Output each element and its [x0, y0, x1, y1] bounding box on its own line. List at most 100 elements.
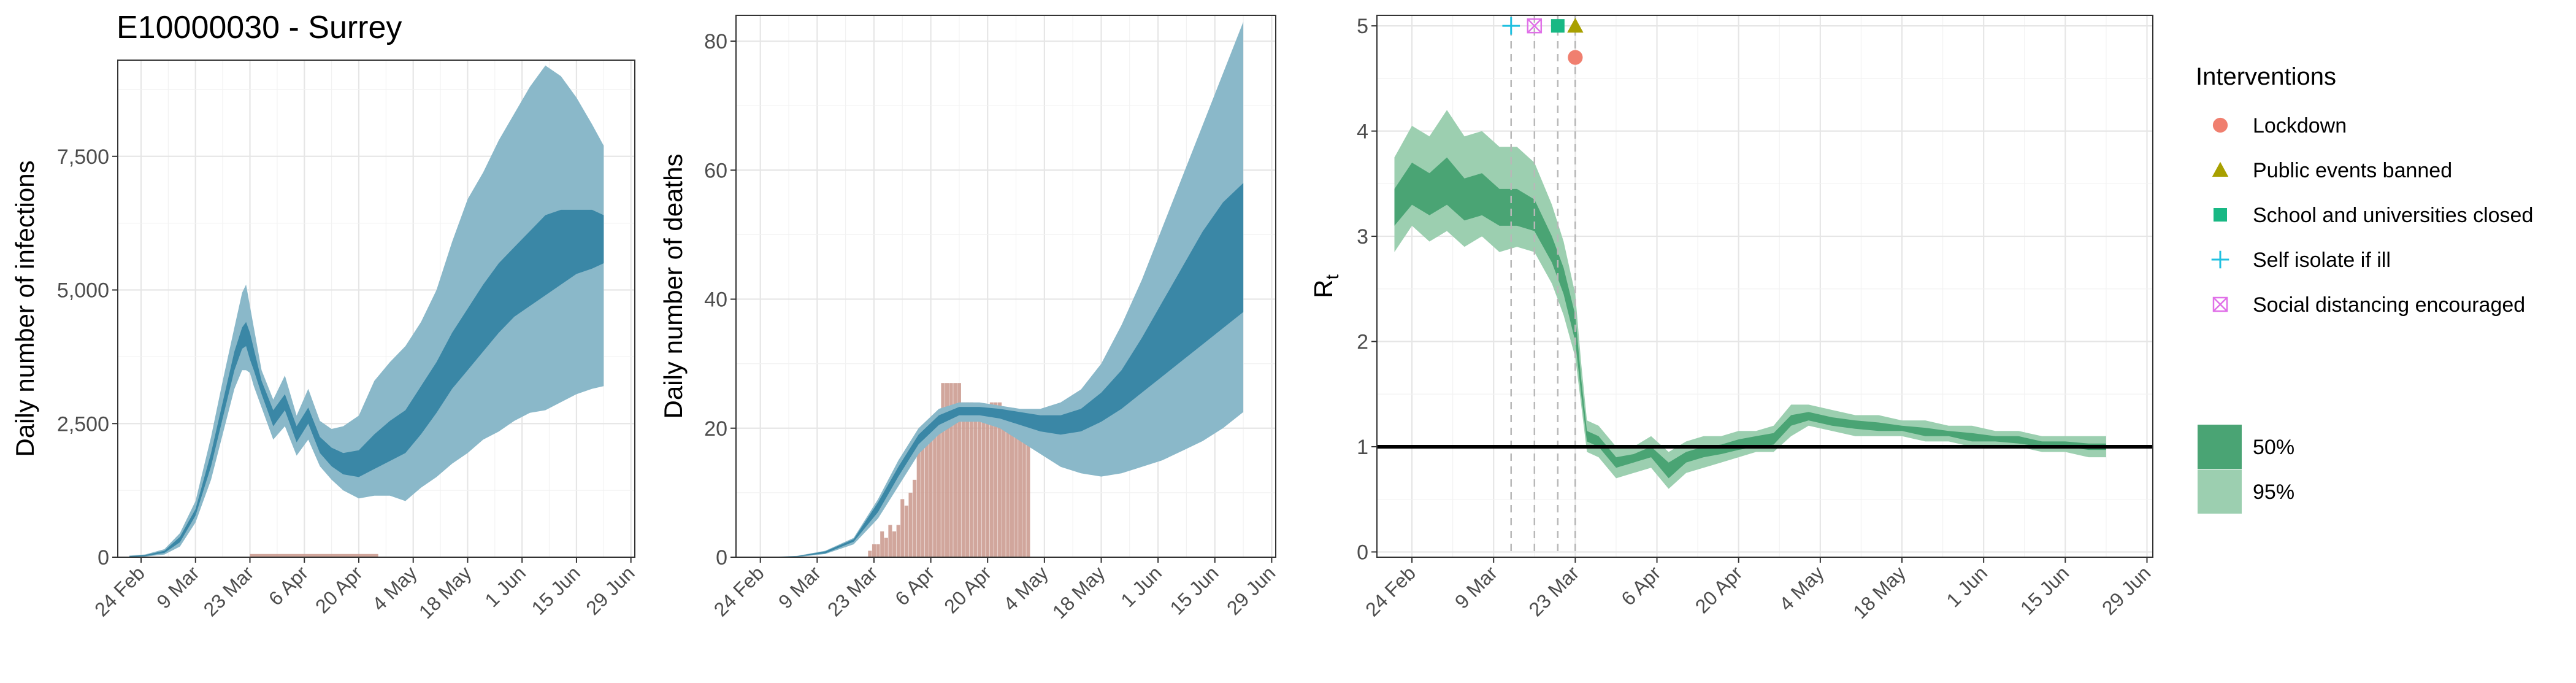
y-tick-label: 5,000 [57, 279, 109, 303]
death-bar [973, 415, 978, 557]
rt-marks [1394, 15, 2106, 557]
legend-item-label: Lockdown [2253, 114, 2347, 137]
x-tick-label: 23 Mar [823, 561, 882, 620]
death-bar [1006, 415, 1010, 557]
death-bar [998, 402, 1002, 557]
legend-marker [2212, 161, 2229, 177]
x-tick-label: 24 Feb [710, 561, 769, 620]
x-tick-label: 24 Feb [1361, 561, 1420, 620]
x-tick-label: 1 Jun [1116, 561, 1166, 611]
death-bar [986, 415, 990, 557]
death-bar [957, 383, 961, 557]
x-tick-label: 18 May [415, 561, 476, 623]
x-tick-label: 29 Jun [1222, 561, 1279, 619]
x-tick-label: 29 Jun [2098, 561, 2155, 619]
rt-plot-bg [1377, 15, 2153, 557]
x-tick-label: 15 Jun [527, 561, 584, 619]
case-bars [250, 554, 378, 557]
death-bar [913, 479, 917, 557]
band-50 [129, 209, 604, 557]
intervention-marker [1502, 17, 1520, 35]
death-bar [969, 402, 973, 557]
y-tick-label: 4 [1357, 120, 1368, 144]
x-tick-label: 4 May [1775, 561, 1828, 615]
legend-item-label: Social distancing encouraged [2253, 293, 2525, 317]
legend-title: Interventions [2196, 63, 2336, 90]
y-tick-label: 5 [1357, 15, 1368, 38]
rt-frame [1376, 15, 2153, 558]
legend-item-label: Public events banned [2253, 159, 2452, 182]
death-bar [929, 428, 933, 557]
death-bar [916, 447, 921, 557]
legend-marker [2212, 117, 2228, 133]
x-tick-label: 6 Apr [1617, 561, 1665, 610]
death-bar [965, 402, 970, 557]
y-axis-title: Daily number of infections [10, 160, 39, 457]
death-bar [1010, 428, 1014, 557]
infections-marks [129, 65, 604, 557]
legend: Interventions Lockdown Public events banne… [2196, 63, 2533, 514]
death-bar [908, 492, 913, 557]
y-tick-label: 0 [716, 546, 727, 569]
x-tick-label: 15 Jun [1165, 561, 1222, 619]
deaths-marks [764, 21, 1244, 557]
death-bar [945, 383, 949, 557]
death-bar [1026, 428, 1030, 557]
x-tick-label: 23 Mar [199, 561, 258, 620]
death-bar [1014, 428, 1018, 557]
intervention-marker [1527, 18, 1543, 34]
death-bar [937, 422, 941, 557]
death-bar [888, 525, 892, 557]
death-bar [953, 383, 957, 557]
y-tick-label: 2 [1357, 331, 1368, 354]
x-tick-label: 18 May [1849, 561, 1910, 623]
death-bar [1022, 428, 1026, 557]
x-tick-label: 9 Mar [774, 561, 826, 613]
band-50 [1394, 157, 2106, 479]
x-tick-label: 1 Jun [480, 561, 530, 611]
death-bar [880, 531, 884, 557]
y-tick-label: 2,500 [57, 412, 109, 436]
death-bar [900, 499, 905, 557]
intervention-marker [1551, 19, 1565, 33]
intervention-marker [1567, 17, 1584, 33]
x-tick-label: 20 Apr [311, 561, 367, 617]
x-tick-label: 29 Jun [581, 561, 638, 619]
y-axis-title-sub: t [1322, 274, 1343, 280]
intervention-marker [1568, 50, 1583, 65]
legend-band-swatch [2198, 425, 2242, 469]
band-50 [764, 183, 1244, 557]
x-tick-label: 6 Apr [891, 561, 939, 610]
rt-grid [1377, 15, 2153, 557]
y-tick-label: 0 [98, 546, 109, 569]
boxed-x-diag2 [1527, 18, 1542, 34]
death-bar [892, 531, 897, 557]
boxed-x-diag2 [2213, 297, 2228, 312]
y-tick-label: 80 [704, 30, 727, 53]
death-bar [933, 428, 937, 557]
x-tick-label: 20 Apr [1691, 561, 1747, 617]
death-bar [921, 447, 925, 557]
y-axis-title: Daily number of deaths [659, 154, 688, 419]
death-bar [884, 538, 888, 557]
y-tick-label: 20 [704, 417, 727, 441]
legend-marker [2211, 250, 2229, 269]
legend-band-label: 50% [2253, 436, 2294, 459]
boxed-x-box [2212, 296, 2228, 312]
infections-frame [117, 60, 635, 558]
y-axis-title: Rt [1309, 274, 1343, 298]
legend-marker [2212, 296, 2228, 312]
x-tick-label: 1 Jun [1942, 561, 1991, 611]
y-tick-label: 0 [1357, 541, 1368, 564]
x-tick-label: 4 May [368, 561, 421, 615]
band-95 [129, 65, 604, 557]
x-tick-label: 9 Mar [1451, 561, 1502, 613]
y-tick-label: 40 [704, 288, 727, 312]
death-bar [994, 402, 998, 557]
deaths-frame [735, 15, 1276, 558]
death-bar [941, 383, 945, 557]
rt-panel: 0 1 2 3 4 5 24 Feb 9 Mar 23 Mar 6 Apr 20 Apr 4 May 1… [1309, 15, 2155, 623]
y-tick-label: 60 [704, 159, 727, 182]
